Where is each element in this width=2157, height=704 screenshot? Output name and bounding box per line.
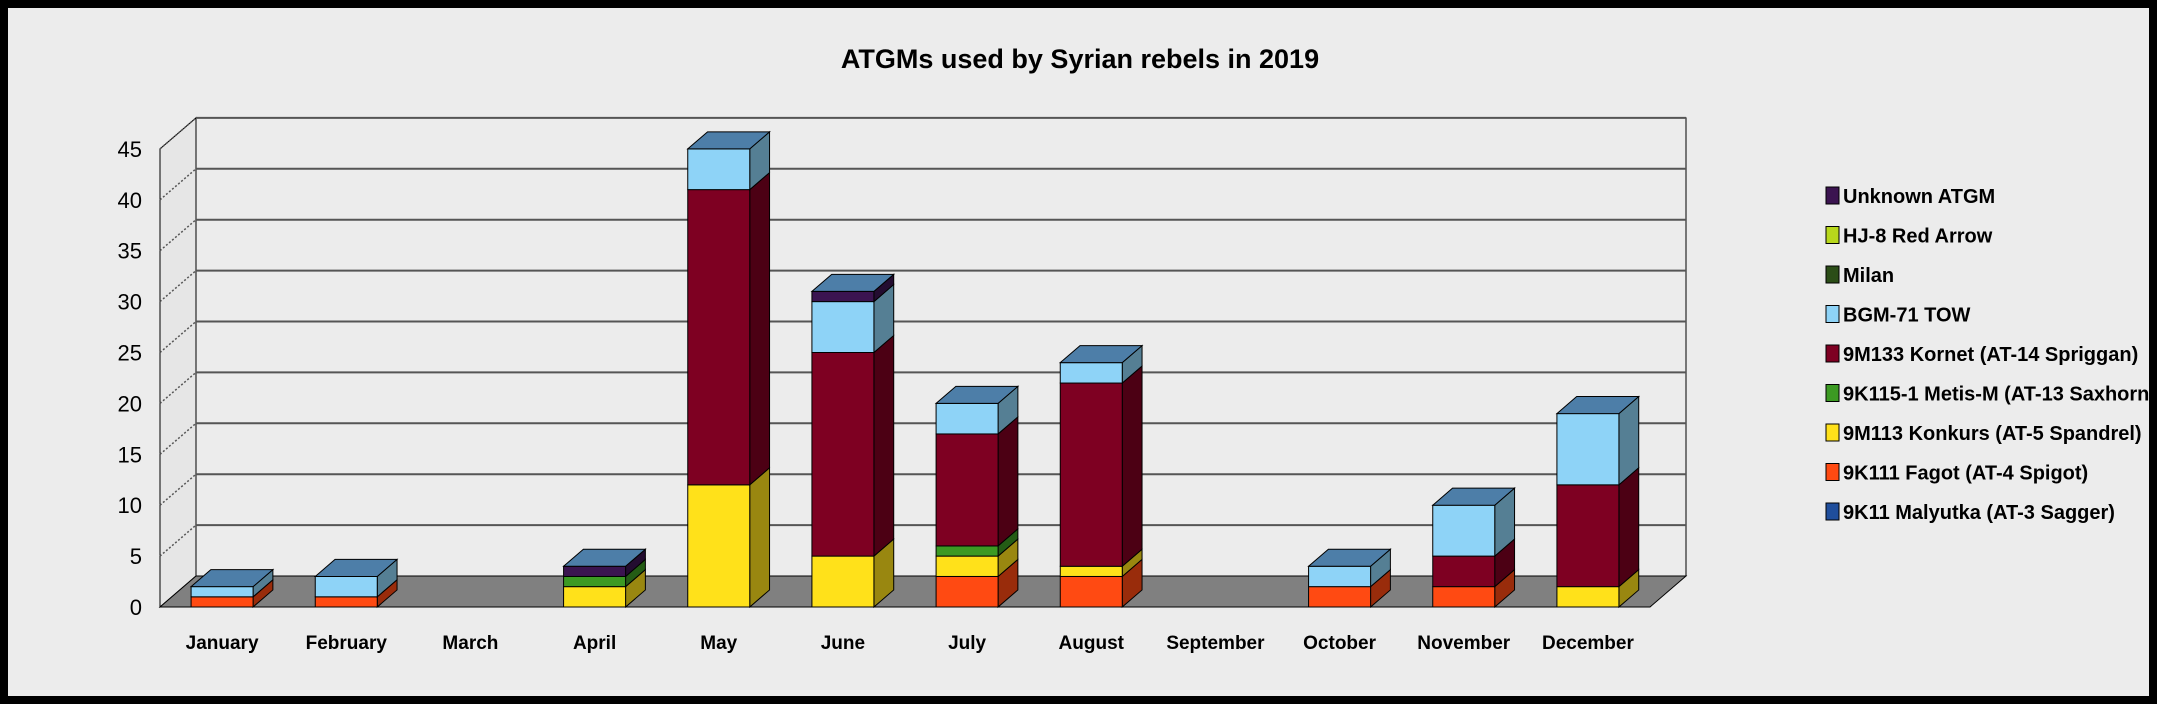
- bar-segment: [1059, 382, 1123, 567]
- bars: [189, 130, 1641, 609]
- bar-segment: [1059, 575, 1123, 608]
- y-axis-ticks: 0 5 10 15 20 25 30 35 40 45: [118, 137, 142, 620]
- legend-swatch: [1825, 463, 1840, 481]
- legend-swatch: [1825, 344, 1840, 363]
- bar-side: [997, 415, 1019, 548]
- bar-segment: [687, 148, 751, 191]
- legend-swatch: [1825, 502, 1840, 521]
- bar-segment: [935, 575, 999, 608]
- x-tick-label: September: [1166, 633, 1265, 654]
- bar-segment: [1556, 586, 1620, 608]
- bar-segment: [687, 484, 751, 608]
- bar-segment: [1556, 413, 1620, 486]
- x-tick-label: January: [186, 633, 259, 654]
- bar-top: [1307, 548, 1392, 567]
- legend-swatch: [1825, 265, 1840, 284]
- bar-top: [1058, 345, 1144, 364]
- bar-segment: [935, 545, 999, 557]
- legend-label: 9K111 Fagot (AT-4 Spigot): [1843, 463, 2088, 485]
- legend-swatch: [1825, 423, 1840, 442]
- bar-segment: [1308, 586, 1372, 608]
- bar-side: [873, 334, 895, 558]
- bar-segment: [563, 575, 627, 588]
- x-tick-label: March: [442, 633, 498, 654]
- bar-segment: [1059, 362, 1123, 384]
- chart-title: ATGMs used by Syrian rebels in 2019: [841, 44, 1319, 74]
- bar-top: [562, 548, 647, 567]
- x-tick-label: October: [1303, 633, 1376, 654]
- bar-segment: [811, 555, 875, 608]
- bar-segment: [935, 555, 999, 577]
- bar-segment: [811, 301, 875, 354]
- bar-top: [686, 131, 771, 150]
- left-wall: [159, 116, 197, 609]
- legend-label: HJ-8 Red Arrow: [1843, 226, 1993, 248]
- bar-segment: [811, 290, 875, 303]
- bar-side: [1618, 466, 1640, 588]
- bar-top: [1555, 396, 1641, 415]
- legend-swatch: [1825, 384, 1840, 402]
- x-tick-label: April: [573, 633, 616, 654]
- floor: [158, 575, 1688, 608]
- legend-label: 9M133 Kornet (AT-14 Spriggan): [1843, 344, 2138, 366]
- bar-segment: [935, 433, 999, 547]
- y-tick-label: 30: [118, 290, 142, 315]
- bar-top: [934, 385, 1020, 404]
- bar-top: [810, 273, 896, 292]
- legend-swatch: [1825, 186, 1840, 205]
- bar-top: [313, 558, 399, 577]
- bar-side: [1121, 364, 1143, 568]
- bar-segment: [811, 352, 875, 557]
- y-tick-label: 25: [118, 341, 142, 366]
- y-tick-label: 15: [118, 442, 142, 467]
- bar-side: [749, 466, 771, 609]
- y-tick-label: 35: [118, 239, 142, 264]
- bar-segment: [1059, 565, 1123, 577]
- legend-label: 9K115-1 Metis-M (AT-13 Saxhorn 2): [1843, 384, 2157, 406]
- x-tick-label: June: [821, 633, 865, 654]
- bar-segment: [190, 586, 254, 598]
- bar-top: [1431, 487, 1516, 506]
- y-tick-label: 20: [118, 391, 142, 416]
- x-tick-label: August: [1059, 633, 1125, 654]
- legend-label: 9M113 Konkurs (AT-5 Spandrel): [1843, 423, 2142, 445]
- legend-swatch: [1825, 226, 1840, 244]
- legend-swatch: [1825, 305, 1840, 323]
- bar-segment: [935, 402, 999, 435]
- legend-label: Milan: [1843, 265, 1894, 287]
- bar-segment: [314, 575, 378, 598]
- x-tick-label: July: [948, 633, 986, 654]
- bar-segment: [563, 565, 627, 577]
- y-tick-label: 45: [118, 137, 142, 162]
- x-tick-label: December: [1542, 633, 1634, 654]
- y-tick-label: 40: [118, 188, 142, 213]
- legend-label: BGM-71 TOW: [1843, 305, 1971, 327]
- legend-label: 9K11 Malyutka (AT-3 Sagger): [1843, 502, 2115, 524]
- x-tick-label: February: [306, 633, 388, 654]
- bar-side: [749, 171, 771, 486]
- legend-label: Unknown ATGM: [1843, 186, 1995, 208]
- y-tick-label: 5: [130, 544, 142, 569]
- x-tick-label: May: [700, 633, 737, 654]
- bar-segment: [1308, 565, 1372, 588]
- bar-segment: [190, 596, 254, 608]
- bar-segment: [1432, 555, 1496, 588]
- bar-segment: [1432, 586, 1496, 608]
- bar-segment: [563, 586, 627, 608]
- bar-top: [189, 569, 275, 588]
- y-tick-label: 10: [118, 493, 142, 518]
- legend: Unknown ATGM HJ-8 Red Arrow Milan BGM-71 TO…: [1825, 186, 2157, 524]
- bar-segment: [1556, 484, 1620, 588]
- x-axis-ticks: January February March April May June July Augu…: [186, 633, 1635, 654]
- y-tick-label: 0: [130, 595, 142, 620]
- bar-segment: [1432, 504, 1496, 557]
- x-tick-label: November: [1417, 633, 1511, 654]
- bar-segment: [687, 189, 751, 486]
- bar-segment: [314, 596, 378, 608]
